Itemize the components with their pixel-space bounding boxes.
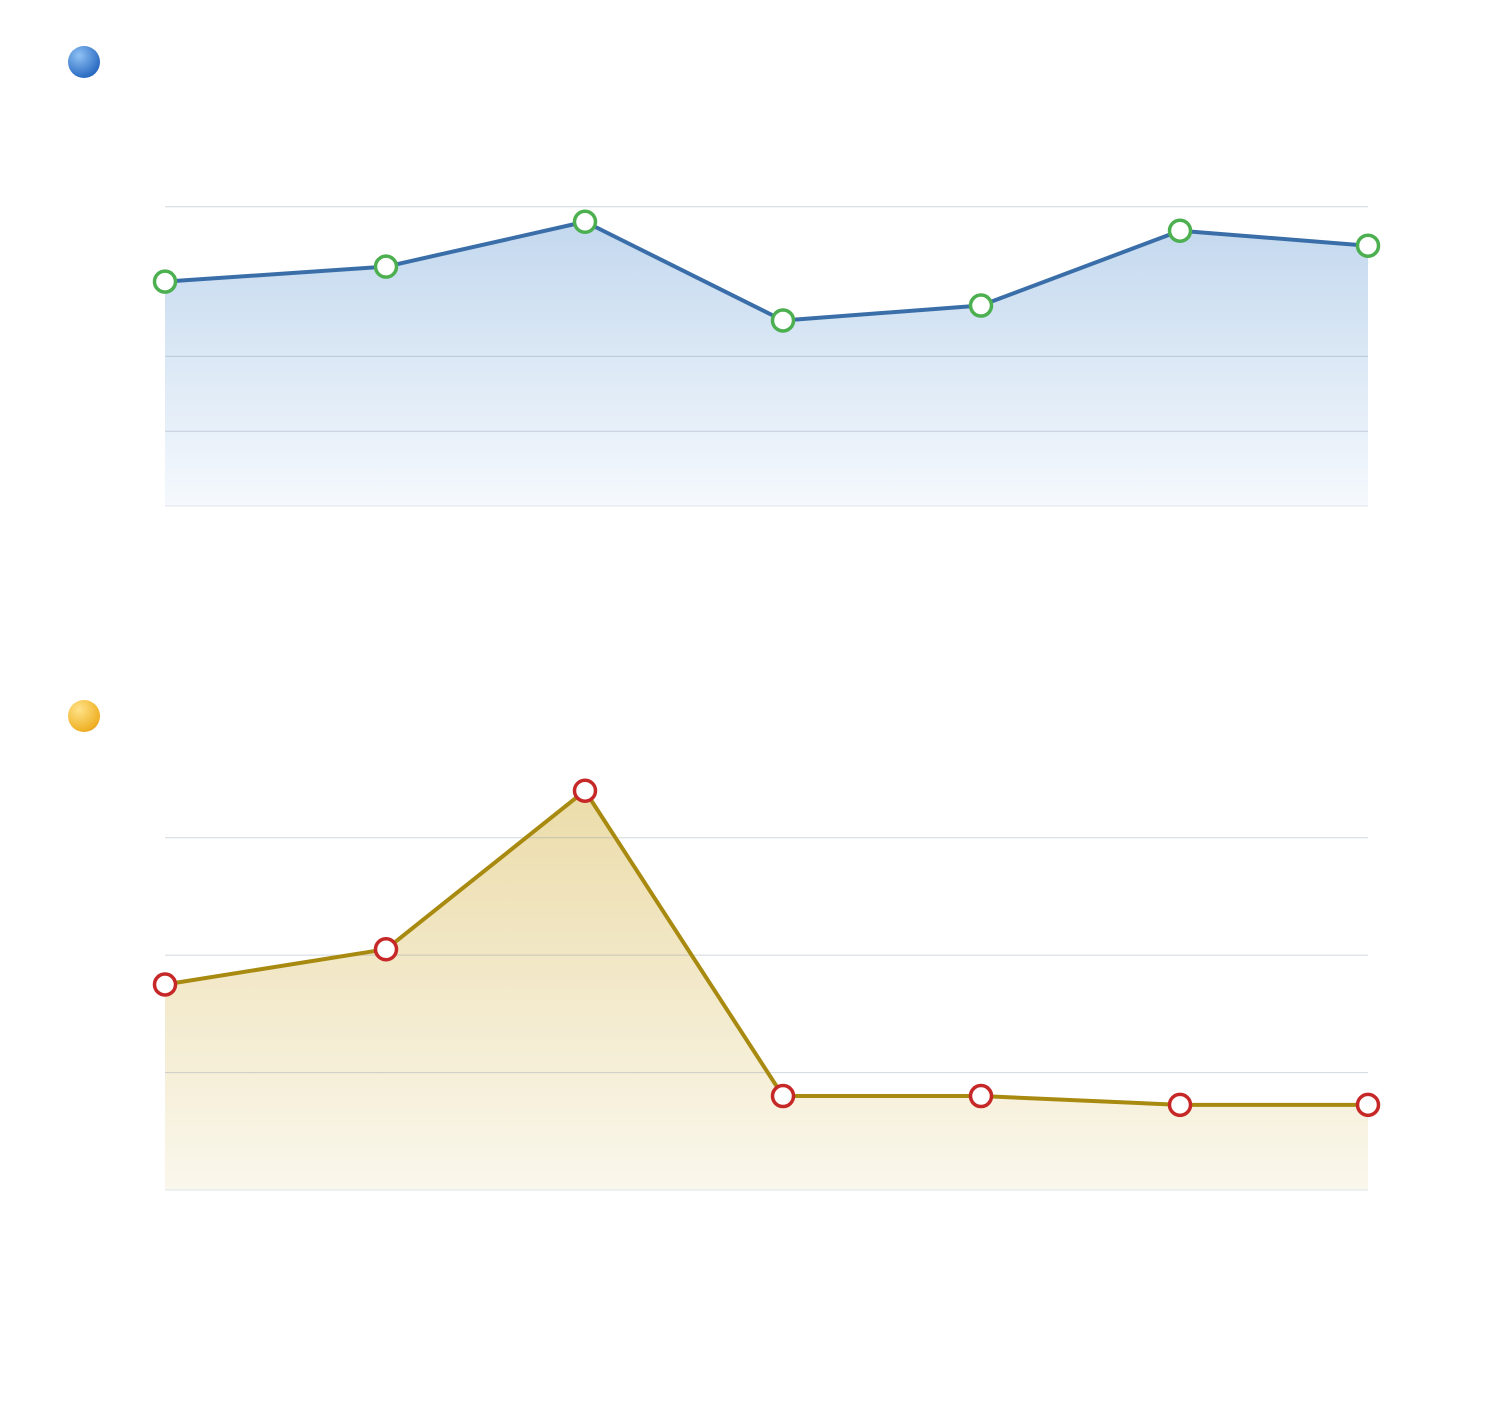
data-point: [770, 308, 796, 333]
data-point: [1167, 1092, 1193, 1118]
data-point: [1167, 218, 1193, 243]
chart-1: [152, 206, 1381, 507]
data-point: [572, 209, 598, 235]
area-fill: [165, 221, 1368, 506]
data-point: [152, 269, 178, 294]
data-point: [770, 1083, 796, 1109]
legend-marker-2: [68, 700, 100, 732]
chart-panel-1: [0, 0, 1500, 640]
legend-marker-1: [68, 46, 100, 78]
chart-2: [152, 778, 1381, 1191]
data-point: [968, 1083, 994, 1109]
data-point: [1355, 1092, 1381, 1118]
data-point: [1355, 233, 1381, 258]
data-point: [373, 937, 399, 962]
data-point: [572, 778, 598, 803]
data-point: [152, 972, 178, 997]
area-fill: [165, 790, 1368, 1190]
data-point: [373, 254, 399, 279]
data-point: [968, 293, 994, 318]
chart-panel-2: [0, 660, 1500, 1400]
